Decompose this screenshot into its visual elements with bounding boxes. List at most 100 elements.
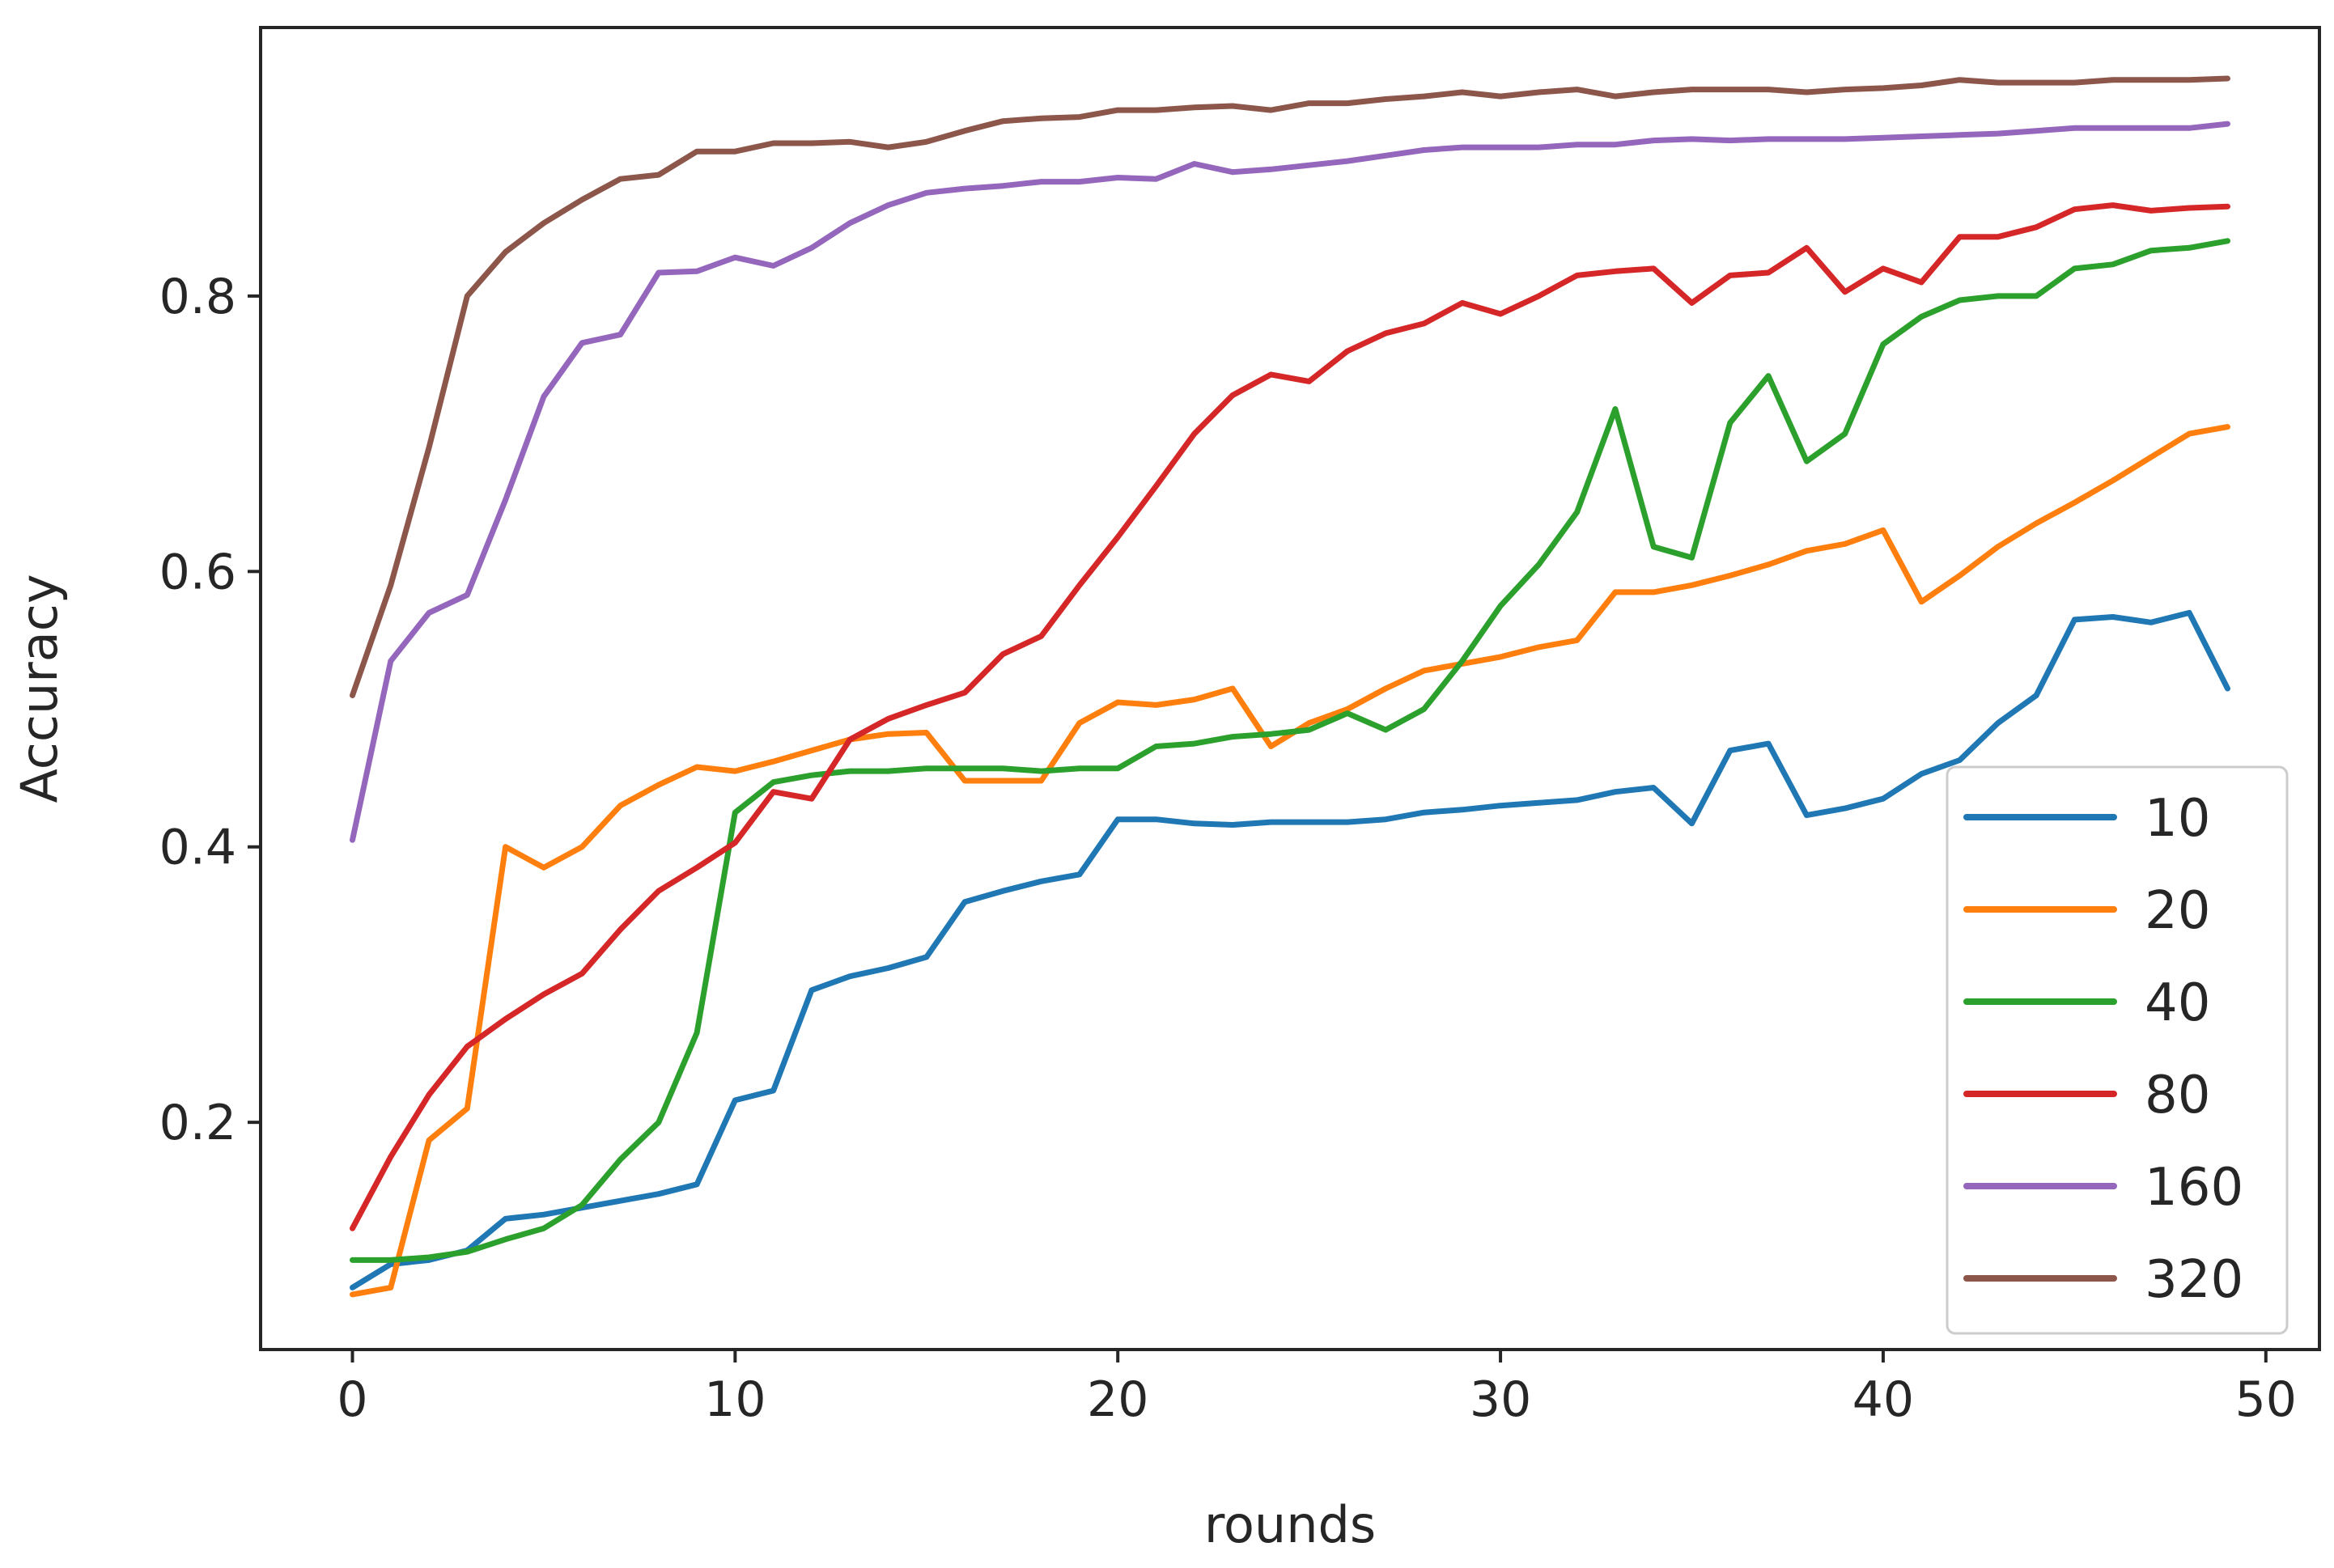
data-point-20: [388, 1286, 393, 1290]
data-point-10: [1728, 748, 1732, 752]
legend-label-160: 160: [2145, 1158, 2243, 1218]
data-point-80: [1843, 290, 1847, 294]
series-line-40: [350, 238, 2230, 1263]
data-point-10: [388, 1262, 393, 1266]
data-point-10: [1345, 820, 1349, 824]
data-point-20: [1499, 655, 1503, 659]
data-point-80: [465, 1045, 469, 1049]
data-point-320: [2226, 77, 2230, 80]
data-point-320: [1805, 91, 1809, 94]
data-point-10: [2073, 617, 2077, 621]
series-40: [350, 238, 2230, 1263]
data-point-80: [2111, 203, 2115, 207]
data-point-80: [1958, 235, 1962, 239]
data-point-80: [1767, 271, 1771, 274]
data-point-40: [771, 780, 775, 784]
data-point-320: [733, 150, 737, 154]
data-point-160: [809, 246, 813, 250]
data-point-40: [1039, 769, 1043, 773]
data-point-20: [427, 1138, 431, 1142]
data-point-80: [848, 738, 852, 741]
series-line-80: [350, 202, 2230, 1231]
data-point-160: [1996, 132, 2000, 136]
data-point-320: [1422, 95, 1426, 99]
data-point-20: [1728, 574, 1732, 578]
data-point-40: [809, 773, 813, 778]
data-point-20: [695, 765, 699, 769]
data-point-10: [1843, 807, 1847, 811]
data-point-20: [1345, 707, 1349, 711]
data-point-80: [2188, 206, 2192, 210]
data-point-20: [465, 1107, 469, 1111]
data-point-80: [350, 1227, 354, 1231]
data-point-40: [1728, 421, 1732, 425]
data-point-40: [1384, 728, 1388, 732]
data-point-320: [1192, 105, 1196, 109]
data-point-80: [618, 927, 622, 931]
data-point-20: [771, 760, 775, 764]
data-point-320: [1728, 87, 1732, 91]
data-point-20: [2149, 456, 2153, 459]
data-point-80: [1920, 280, 1924, 284]
data-point-160: [963, 187, 967, 191]
data-point-40: [2188, 246, 2192, 250]
data-point-20: [1613, 590, 1617, 594]
data-point-40: [350, 1258, 354, 1262]
x-tick-label: 20: [1087, 1371, 1148, 1428]
data-point-20: [1881, 528, 1885, 532]
data-point-80: [1499, 312, 1503, 316]
data-point-20: [1192, 697, 1196, 701]
data-point-20: [886, 732, 890, 736]
series-line-320: [350, 75, 2230, 698]
data-point-160: [1231, 170, 1235, 174]
data-point-20: [963, 779, 967, 782]
data-point-40: [2111, 262, 2115, 266]
data-point-40: [541, 1227, 545, 1231]
data-point-40: [963, 766, 967, 770]
data-point-20: [1269, 744, 1273, 748]
data-point-40: [1652, 545, 1656, 549]
data-point-80: [1422, 321, 1426, 325]
data-point-20: [2035, 521, 2039, 525]
data-point-10: [1192, 821, 1196, 825]
data-point-20: [1537, 645, 1541, 649]
data-point-320: [1690, 87, 1694, 91]
series-160: [350, 121, 2230, 843]
data-point-10: [350, 1286, 354, 1290]
data-point-40: [1881, 342, 1885, 346]
data-point-160: [1154, 177, 1158, 181]
data-point-40: [1575, 511, 1579, 515]
data-point-160: [2226, 122, 2230, 126]
y-axis-label: Accuracy: [10, 574, 69, 803]
data-point-80: [656, 889, 660, 893]
data-point-160: [1881, 136, 1885, 140]
data-point-40: [580, 1203, 584, 1207]
data-point-160: [1920, 134, 1924, 138]
data-point-40: [1001, 766, 1005, 770]
data-point-80: [2149, 209, 2153, 213]
data-point-10: [1384, 817, 1388, 821]
data-point-320: [503, 250, 507, 254]
data-point-20: [1843, 542, 1847, 546]
data-point-160: [1958, 133, 1962, 137]
y-axis: 0.2 0.4 0.6 0.8: [159, 269, 261, 1151]
data-point-40: [1192, 742, 1196, 746]
data-point-10: [1116, 817, 1120, 821]
data-point-160: [886, 203, 890, 207]
data-point-320: [1039, 117, 1043, 121]
data-point-40: [1499, 604, 1503, 608]
data-point-10: [1231, 823, 1235, 827]
data-point-80: [2073, 207, 2077, 211]
data-point-320: [2111, 78, 2115, 82]
data-point-80: [963, 691, 967, 695]
data-point-20: [1805, 549, 1809, 553]
data-point-10: [1154, 817, 1158, 821]
data-point-10: [1881, 797, 1885, 801]
data-point-10: [1996, 721, 2000, 725]
data-point-10: [2035, 693, 2039, 697]
data-point-10: [1690, 821, 1694, 825]
data-point-80: [427, 1093, 431, 1097]
data-point-40: [656, 1121, 660, 1125]
data-point-40: [1307, 728, 1311, 732]
data-point-40: [733, 811, 737, 815]
